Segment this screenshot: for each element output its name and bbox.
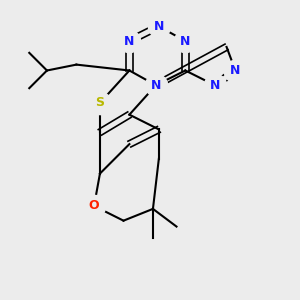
Text: S: S	[95, 96, 104, 110]
Text: N: N	[230, 64, 241, 77]
Text: O: O	[89, 200, 99, 212]
Text: N: N	[124, 34, 135, 48]
Text: N: N	[154, 20, 164, 33]
Text: N: N	[210, 79, 220, 92]
Text: N: N	[180, 34, 190, 48]
Text: N: N	[151, 79, 161, 92]
